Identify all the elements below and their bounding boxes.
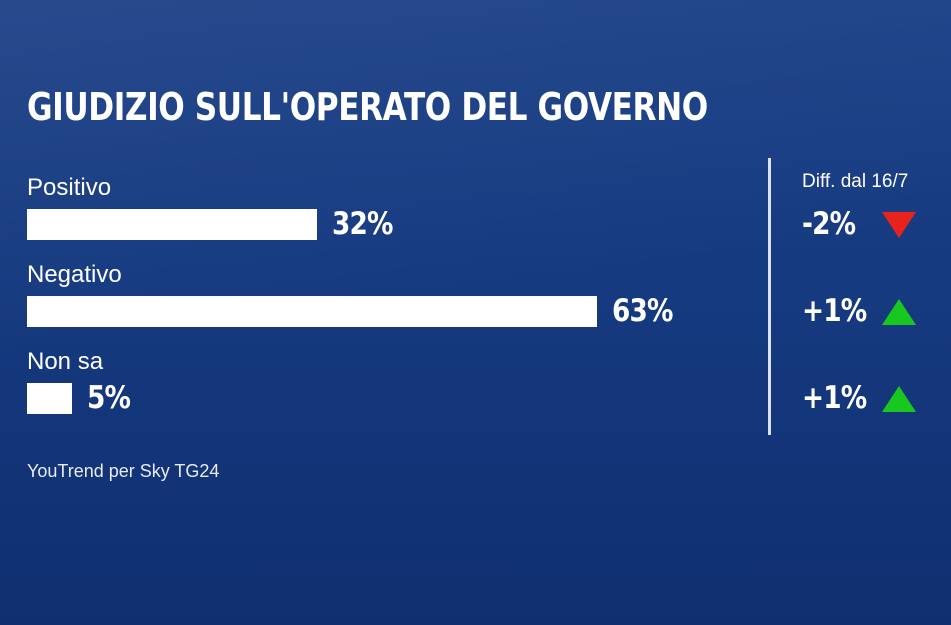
value-label: 32% <box>332 206 393 242</box>
bar <box>27 296 597 327</box>
bar <box>27 209 317 240</box>
trend-triangle <box>882 386 916 412</box>
category-label: Positivo <box>27 174 112 201</box>
diff-value: +1% <box>802 380 867 416</box>
value-label: 5% <box>87 380 131 416</box>
trend-triangle <box>882 299 916 325</box>
trend-triangle <box>882 212 916 238</box>
diff-value: -2% <box>802 206 856 242</box>
triangle-up-icon <box>882 299 916 325</box>
value-label: 63% <box>612 293 673 329</box>
category-label: Non sa <box>27 348 104 375</box>
chart-title: GIUDIZIO SULL'OPERATO DEL GOVERNO <box>27 85 708 129</box>
diff-header: Diff. dal 16/7 <box>802 171 909 192</box>
triangle-up-icon <box>882 386 916 412</box>
column-divider <box>768 158 771 435</box>
bar <box>27 383 72 414</box>
source-note: YouTrend per Sky TG24 <box>27 461 220 481</box>
diff-value: +1% <box>802 293 867 329</box>
triangle-down-icon <box>882 212 916 238</box>
category-label: Negativo <box>27 261 122 288</box>
